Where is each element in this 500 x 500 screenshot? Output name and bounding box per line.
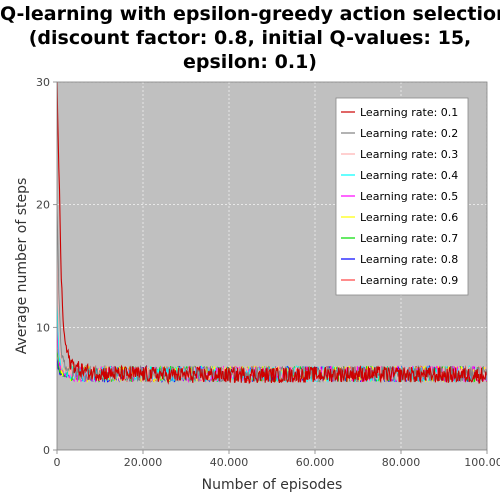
y-axis-label: Average number of steps — [14, 178, 30, 355]
y-tick-label: 10 — [36, 321, 50, 334]
legend-label: Learning rate: 0.1 — [360, 106, 458, 119]
chart-title-line-1: Q-learning with epsilon-greedy action se… — [0, 3, 500, 25]
series-line-1 — [57, 82, 487, 385]
plot-border — [56, 81, 488, 451]
legend-label: Learning rate: 0.3 — [360, 148, 458, 161]
legend-label: Learning rate: 0.5 — [360, 190, 458, 203]
y-tick-label: 0 — [43, 444, 50, 457]
x-tick-label: 80.000 — [382, 456, 421, 469]
legend-label: Learning rate: 0.9 — [360, 274, 458, 287]
x-tick-label: 40.000 — [210, 456, 249, 469]
legend-box — [335, 97, 469, 296]
legend: Learning rate: 0.1 Learning rate: 0.2 Lear… — [335, 97, 469, 296]
x-tick-label: 60.000 — [296, 456, 335, 469]
x-tick-label: 20.000 — [124, 456, 163, 469]
legend-label: Learning rate: 0.8 — [360, 253, 458, 266]
x-axis-label: Number of episodes — [202, 477, 343, 493]
chart-title: Q-learning with epsilon-greedy action se… — [0, 2, 500, 74]
x-tick-label: 0 — [54, 456, 61, 469]
chart-title-line-2: (discount factor: 0.8, initial Q-values:… — [28, 27, 472, 49]
chart-title-line-3: epsilon: 0.1) — [183, 51, 317, 73]
legend-label: Learning rate: 0.2 — [360, 127, 458, 140]
legend-label: Learning rate: 0.7 — [360, 232, 458, 245]
legend-label: Learning rate: 0.6 — [360, 211, 458, 224]
x-tick-label: 100.000 — [464, 456, 500, 469]
y-tick-label: 20 — [36, 199, 50, 212]
legend-label: Learning rate: 0.4 — [360, 169, 458, 182]
y-tick-label: 30 — [36, 76, 50, 89]
